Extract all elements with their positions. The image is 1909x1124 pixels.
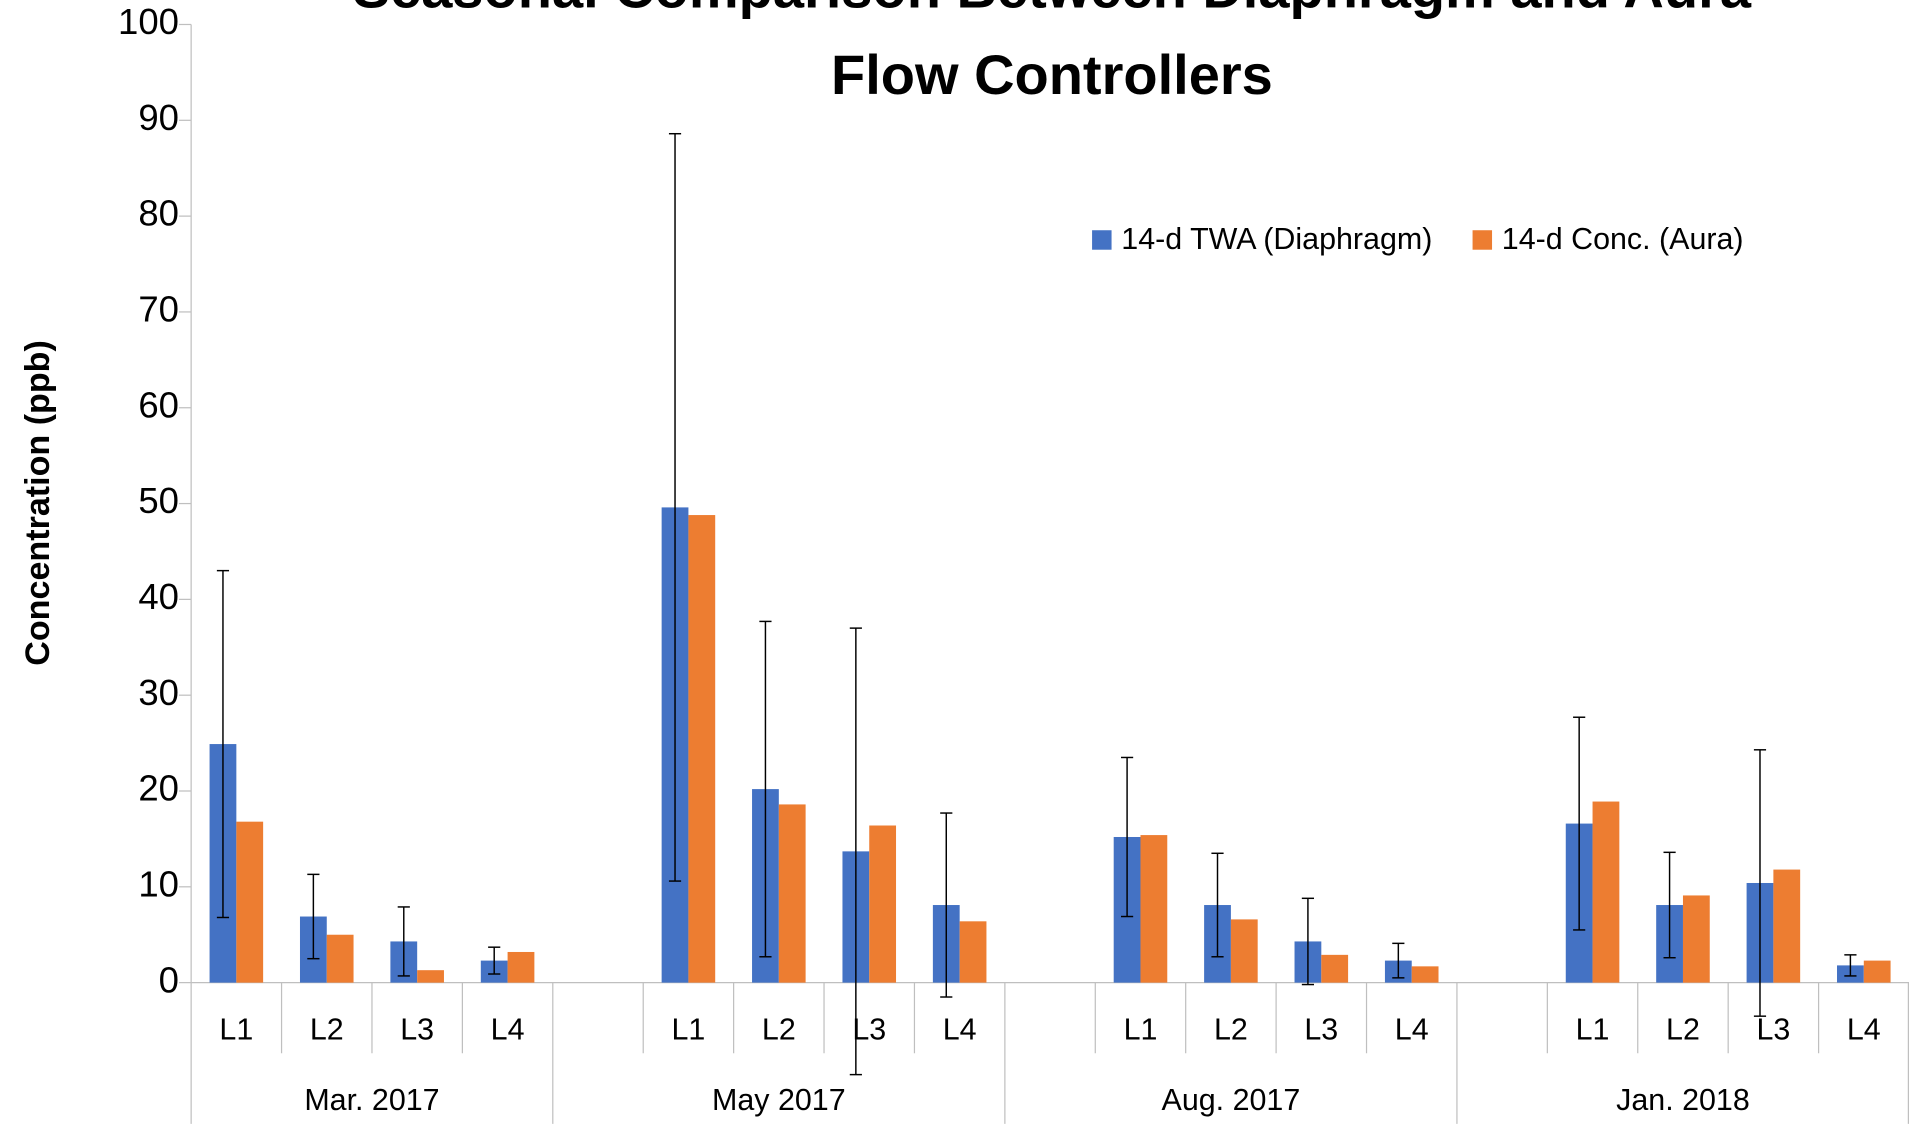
y-tick-label: 100 (118, 1, 179, 42)
bar (1682, 895, 1710, 983)
x-tick-label: L3 (400, 1012, 434, 1046)
x-tick-label: L2 (1214, 1012, 1248, 1046)
x-tick-label: L2 (310, 1012, 344, 1046)
x-tick-label: L3 (1756, 1012, 1790, 1046)
y-tick-label: 70 (138, 289, 179, 330)
chart-title: Seasonal Comparison Between Diaphragm an… (353, 0, 1752, 20)
bar (1411, 966, 1439, 983)
x-tick-label: L4 (943, 1012, 977, 1046)
bar (417, 970, 444, 983)
bar (959, 921, 987, 983)
bar (1592, 801, 1620, 983)
chart-title: Flow Controllers (831, 43, 1273, 106)
x-tick-label: L2 (762, 1012, 796, 1046)
y-tick-label: 20 (138, 768, 179, 809)
x-tick-label: L3 (852, 1012, 886, 1046)
x-tick-label: L1 (1576, 1012, 1610, 1046)
group-label: Jan. 2018 (1616, 1083, 1750, 1117)
bar (326, 934, 354, 983)
bar (507, 951, 535, 983)
group-label: Aug. 2017 (1162, 1083, 1301, 1117)
group-label: Mar. 2017 (304, 1083, 439, 1117)
y-axis-label: Concentration (ppb) (19, 340, 57, 666)
group-label: May 2017 (712, 1083, 846, 1117)
y-tick-label: 90 (138, 97, 179, 138)
bar (1140, 835, 1168, 983)
legend-label: 14-d TWA (Diaphragm) (1121, 222, 1432, 256)
y-tick-label: 0 (159, 959, 179, 1000)
y-tick-label: 50 (138, 480, 179, 521)
legend-label: 14-d Conc. (Aura) (1502, 222, 1744, 256)
bar (778, 804, 806, 983)
bar (1863, 960, 1891, 983)
y-tick-label: 80 (138, 193, 179, 234)
x-tick-label: L4 (1395, 1012, 1429, 1046)
x-tick-label: L4 (491, 1012, 525, 1046)
x-tick-label: L1 (1124, 1012, 1158, 1046)
y-tick-label: 60 (138, 384, 179, 425)
bar (1773, 869, 1801, 983)
x-tick-label: L1 (219, 1012, 253, 1046)
bar (1230, 919, 1258, 983)
bar (236, 821, 264, 983)
legend-swatch (1472, 230, 1493, 250)
bar (1321, 954, 1349, 983)
x-tick-label: L1 (671, 1012, 705, 1046)
y-tick-label: 10 (138, 863, 179, 904)
x-tick-label: L3 (1304, 1012, 1338, 1046)
bar (688, 515, 716, 983)
x-tick-label: L4 (1847, 1012, 1881, 1046)
y-tick-label: 40 (138, 576, 179, 617)
y-tick-label: 30 (138, 672, 179, 713)
x-tick-label: L2 (1666, 1012, 1700, 1046)
bar (869, 825, 897, 983)
legend-swatch (1092, 230, 1112, 250)
